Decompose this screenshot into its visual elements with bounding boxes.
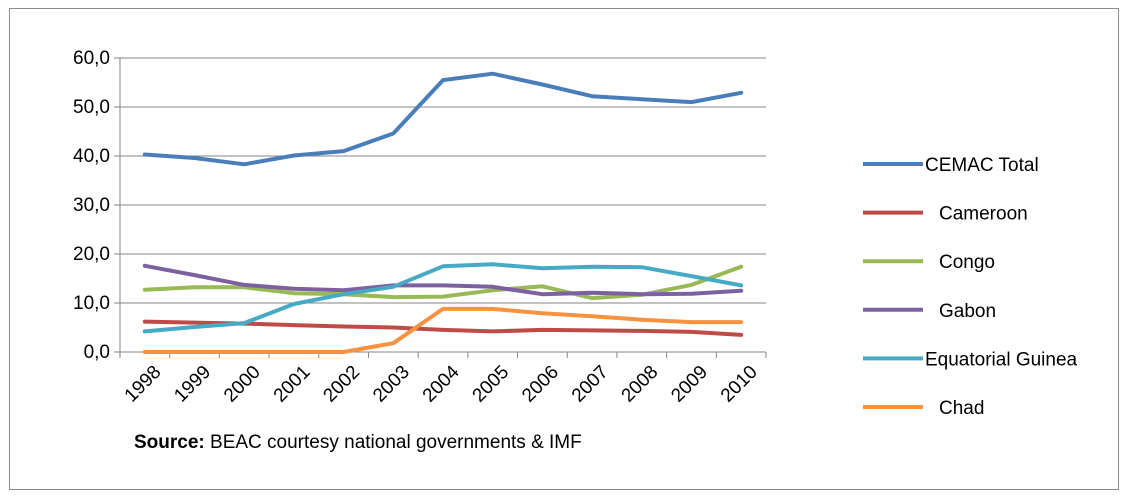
x-tick-label: 2008 (618, 362, 663, 407)
legend-label: Equatorial Guinea (925, 349, 1078, 370)
x-tick-label: 2002 (319, 362, 364, 407)
y-axis-tick-labels: 0,0 10,0 20,0 30,0 40,0 50,0 60,0 (73, 48, 110, 363)
legend-label: Gabon (939, 301, 996, 322)
y-tick-label: 50,0 (73, 97, 110, 118)
chart-frame (9, 8, 1119, 490)
gridlines (120, 57, 766, 304)
x-tick-label: 1998 (121, 362, 166, 407)
y-tick-label: 60,0 (73, 48, 110, 69)
x-tick-label: 2000 (220, 362, 265, 407)
x-tick-label: 2005 (469, 362, 514, 407)
x-tick-label: 2003 (369, 362, 414, 407)
legend-label: Congo (939, 252, 995, 273)
x-tick-label: 2009 (667, 362, 712, 407)
x-tick-label: 1999 (170, 362, 215, 407)
legend: CEMAC Total Cameroon Congo Gabon Equatorial … (863, 155, 1078, 419)
source-text: BEAC courtesy national governments & IMF (205, 432, 582, 453)
legend-label: Chad (939, 398, 984, 419)
series-line-chad (142, 306, 744, 354)
y-tick-label: 40,0 (73, 146, 110, 167)
x-axis-tick-labels: 1998 1999 2000 2001 2002 2003 2004 2005 2006 2007… (121, 361, 762, 406)
y-tick-label: 30,0 (73, 195, 110, 216)
y-tick-label: 0,0 (84, 342, 110, 363)
source-note: Source: BEAC courtesy national governmen… (134, 432, 582, 453)
x-tick-label: 2004 (419, 361, 464, 406)
legend-label: Cameroon (939, 204, 1028, 225)
y-tick-label: 20,0 (73, 244, 110, 265)
series-line-gabon (142, 263, 744, 297)
x-tick-label: 2006 (518, 362, 563, 407)
x-tick-label: 2007 (568, 362, 613, 407)
series-lines (142, 71, 744, 354)
x-tick-label: 2010 (717, 362, 762, 407)
source-label: Source: (134, 432, 205, 453)
series-line-equatorial-guinea (142, 262, 744, 334)
x-tick-label: 2001 (270, 362, 315, 407)
series-line-cemac-total (142, 71, 744, 167)
y-tick-label: 10,0 (73, 293, 110, 314)
legend-label: CEMAC Total (925, 155, 1039, 176)
